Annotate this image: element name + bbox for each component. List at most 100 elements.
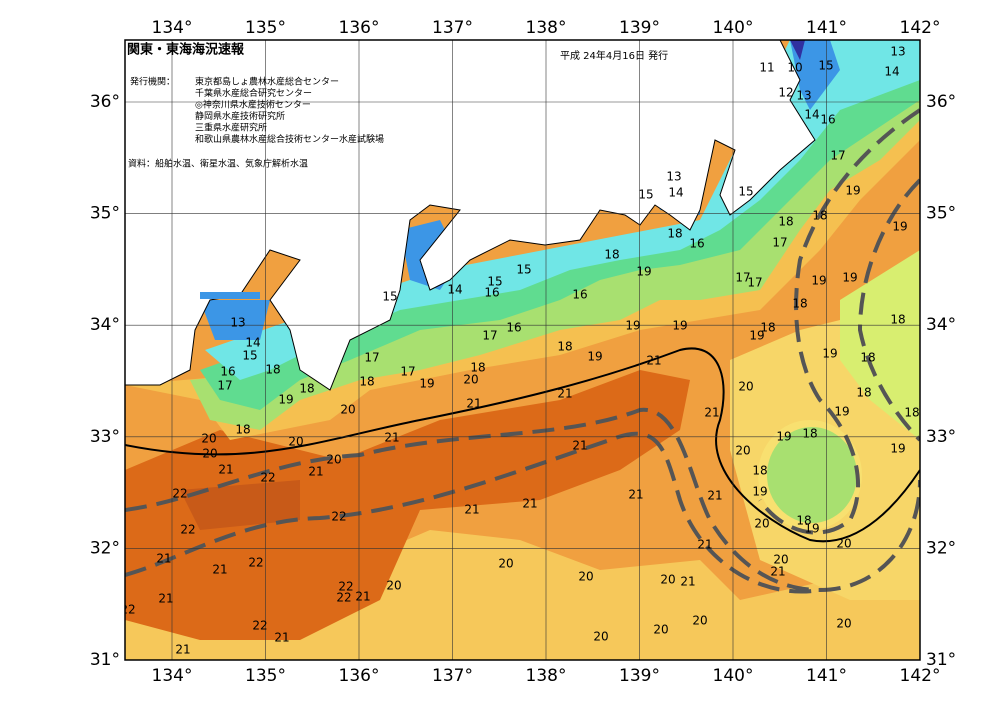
isotherm-label: 18 <box>778 215 793 229</box>
isotherm-label: 15 <box>818 59 833 73</box>
lon-label-top: 136° <box>339 18 380 38</box>
isotherm-label: 16 <box>820 113 835 127</box>
isotherm-label: 18 <box>265 363 280 377</box>
isotherm-label: 17 <box>482 329 497 343</box>
isotherm-label: 20 <box>738 380 753 394</box>
isotherm-label: 20 <box>836 537 851 551</box>
isotherm-label: 20 <box>578 570 593 584</box>
lon-label-bottom: 137° <box>432 666 473 686</box>
isotherm-label: 16 <box>484 286 499 300</box>
lat-label-left: 32° <box>90 538 120 558</box>
isotherm-label: 13 <box>230 316 245 330</box>
isotherm-label: 11 <box>759 61 774 75</box>
isotherm-label: 21 <box>628 488 643 502</box>
isotherm-label: 19 <box>752 485 767 499</box>
agency: 三重県水産研究所 <box>195 122 267 134</box>
lon-label-top: 142° <box>900 18 941 38</box>
isotherm-label: 21 <box>770 565 785 579</box>
agency-list: 東京都島しょ農林水産総合センター千葉県水産総合研究センター◎神奈川県水産技術セン… <box>195 76 384 146</box>
isotherm-label: 20 <box>735 444 750 458</box>
lat-label-right: 36° <box>926 92 956 112</box>
isotherm-label: 17 <box>747 276 762 290</box>
isotherm-label: 21 <box>308 465 323 479</box>
isotherm-label: 18 <box>667 227 682 241</box>
isotherm-label: 22 <box>180 523 195 537</box>
isotherm-label: 18 <box>359 375 374 389</box>
isotherm-label: 17 <box>217 379 232 393</box>
title: 関東・東海海況速報 <box>127 42 245 58</box>
isotherm-label: 21 <box>274 631 289 645</box>
isotherm-label: 21 <box>384 431 399 445</box>
isotherm-label: 14 <box>804 108 819 122</box>
lon-label-top: 137° <box>432 18 473 38</box>
isotherm-label: 20 <box>326 453 341 467</box>
isotherm-label: 18 <box>860 351 875 365</box>
isotherm-label: 19 <box>749 329 764 343</box>
isotherm-label: 18 <box>470 361 485 375</box>
isotherm-label: 14 <box>447 283 462 297</box>
axis-ticks: 134° 134° 135° 135° 136° 136° 137° 137° 138° 138°… <box>90 18 956 686</box>
lat-label-right: 32° <box>926 538 956 558</box>
agency: 静岡県水産技術研究所 <box>195 110 285 122</box>
isotherm-label: 21 <box>704 406 719 420</box>
isotherm-label: 16 <box>689 237 704 251</box>
isotherm-label: 20 <box>386 579 401 593</box>
grid <box>125 40 920 660</box>
isotherm-label: 18 <box>856 386 871 400</box>
isotherm-label: 22 <box>172 487 187 501</box>
isotherm-label: 19 <box>811 274 826 288</box>
isotherm-label: 19 <box>822 347 837 361</box>
isotherm-label: 18 <box>812 209 827 223</box>
isotherm-label: 20 <box>836 617 851 631</box>
isotherm-label: 19 <box>890 442 905 456</box>
isotherm-label: 13 <box>890 45 905 59</box>
lon-label-bottom: 142° <box>900 666 941 686</box>
lat-label-right: 35° <box>926 204 956 224</box>
isotherm-label: 17 <box>772 236 787 250</box>
lon-label-bottom: 138° <box>526 666 567 686</box>
isotherm-label: 19 <box>834 405 849 419</box>
isotherm-label: 20 <box>653 623 668 637</box>
isotherm-label: 18 <box>557 340 572 354</box>
isotherm-label: 15 <box>516 263 531 277</box>
isotherm-label: 18 <box>604 248 619 262</box>
lon-label-bottom: 141° <box>806 666 847 686</box>
sea-14 <box>200 40 840 340</box>
eddy-boundary-east <box>857 178 920 442</box>
lat-label-left: 36° <box>90 92 120 112</box>
land <box>125 40 816 391</box>
isotherm-label: 17 <box>400 365 415 379</box>
isotherm-label: 19 <box>587 350 602 364</box>
agency: 東京都島しょ農林水産総合センター <box>195 76 339 88</box>
source: 資料：船舶水温、衛星水温、気象庁解析水温 <box>128 158 308 170</box>
lon-label-top: 140° <box>713 18 754 38</box>
isotherm-label: 19 <box>636 265 651 279</box>
isotherm-label: 22 <box>248 556 263 570</box>
isotherm-label: 21 <box>707 489 722 503</box>
lat-label-right: 34° <box>926 315 956 335</box>
sea-10 <box>790 40 805 60</box>
isotherm-label: 20 <box>201 432 216 446</box>
isotherm-label: 20 <box>202 447 217 461</box>
eddy-boundary <box>758 108 920 535</box>
isotherm-label: 22 <box>338 580 353 594</box>
isotherm-label: 16 <box>220 365 235 379</box>
isotherm-label: 19 <box>278 393 293 407</box>
isotherm-label: 18 <box>235 423 250 437</box>
isotherm-label: 13 <box>666 170 681 184</box>
isotherm-label: 21 <box>218 463 233 477</box>
isotherm-label: 22 <box>260 471 275 485</box>
isotherm-label: 21 <box>680 575 695 589</box>
agency: ◎神奈川県水産技術センター <box>195 99 311 111</box>
lat-label-left: 31° <box>90 650 120 670</box>
isotherm-label: 19 <box>842 271 857 285</box>
isotherm-label: 20 <box>692 614 707 628</box>
isotherm-label: 21 <box>522 497 537 511</box>
isotherm-label: 21 <box>212 563 227 577</box>
lat-label-left: 35° <box>90 204 120 224</box>
isotherm-label: 22 <box>120 603 135 617</box>
isotherm-label: 21 <box>175 643 190 657</box>
